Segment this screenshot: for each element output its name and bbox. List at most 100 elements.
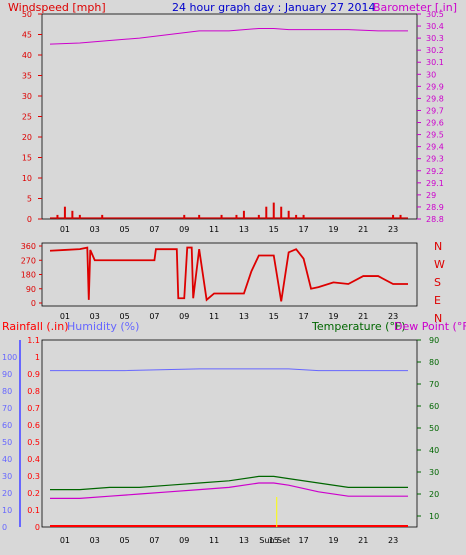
rain-axis-label: Rainfall (.in) — [2, 320, 69, 333]
direction-tick-label: 0 — [31, 299, 36, 308]
dewpoint-line — [50, 482, 408, 499]
hour-tick-label: 03 — [90, 536, 100, 545]
compass-n-top: N — [434, 240, 442, 253]
baro-tick-label: 29.8 — [426, 94, 444, 103]
temp-tick-label: 60 — [429, 402, 439, 411]
hour-tick-label: 13 — [239, 225, 249, 234]
rain-tick-label: 0.1 — [27, 506, 40, 515]
humidity-tick-label: 90 — [2, 370, 12, 379]
rain-tick-label: 0.3 — [27, 472, 40, 481]
humidity-tick-label: 80 — [2, 387, 12, 396]
dew-axis-label: Dew Point (°F) — [394, 320, 466, 333]
baro-tick-label: 30.1 — [426, 58, 444, 67]
hour-tick-label: 21 — [358, 225, 368, 234]
hour-tick-label: 03 — [90, 225, 100, 234]
hour-tick-label: 01 — [60, 225, 70, 234]
humidity-axis-label: Humidity (%) — [67, 320, 139, 333]
compass-s: S — [434, 276, 441, 289]
baro-tick-label: 30.4 — [426, 22, 444, 31]
wind-tick-label: 25 — [22, 113, 32, 122]
panel-bottom-frame — [41, 339, 418, 528]
direction-line — [49, 246, 408, 302]
baro-tick-label: 29.4 — [426, 143, 444, 152]
hour-tick-label: 11 — [209, 536, 219, 545]
hour-tick-label: 19 — [328, 312, 338, 321]
hour-tick-label: 07 — [149, 536, 159, 545]
temp-tick-label: 40 — [429, 446, 439, 455]
hour-tick-label: 17 — [298, 312, 308, 321]
hour-tick-label: 15 — [269, 536, 279, 545]
baro-tick-label: 29.2 — [426, 167, 444, 176]
hour-tick-label: 05 — [119, 225, 129, 234]
hour-tick-label: 17 — [298, 225, 308, 234]
humidity-tick-label: 60 — [2, 421, 12, 430]
humidity-line — [50, 368, 408, 372]
temp-tick-label: 20 — [429, 490, 439, 499]
wind-tick-label: 30 — [22, 92, 32, 101]
temp-axis-label: Temperature (°F) — [311, 320, 406, 333]
baro-line — [49, 27, 408, 45]
hour-tick-label: 19 — [328, 536, 338, 545]
direction-tick-label: 180 — [21, 271, 36, 280]
rain-tick-label: 0.9 — [27, 370, 40, 379]
humidity-tick-label: 50 — [2, 438, 12, 447]
baro-tick-label: 29 — [426, 191, 436, 200]
rain-tick-label: 1.1 — [27, 336, 40, 345]
baro-tick-label: 29.1 — [426, 179, 444, 188]
hour-tick-label: 07 — [149, 225, 159, 234]
baro-tick-label: 29.5 — [426, 131, 444, 140]
hour-tick-label: 15 — [269, 225, 279, 234]
humidity-tick-label: 70 — [2, 404, 12, 413]
humidity-tick-label: 100 — [2, 353, 17, 362]
hour-tick-label: 09 — [179, 225, 189, 234]
humidity-tick-label: 20 — [2, 489, 12, 498]
wind-tick-label: 15 — [22, 154, 32, 163]
compass-n-bottom: N — [434, 312, 442, 325]
hour-tick-label: 23 — [388, 536, 398, 545]
wind-tick-label: 20 — [22, 133, 32, 142]
hour-tick-label: 11 — [209, 225, 219, 234]
temperature-line — [50, 475, 408, 491]
panel-direction-frame — [41, 242, 418, 307]
hour-tick-label: 19 — [328, 225, 338, 234]
temp-tick-label: 30 — [429, 468, 439, 477]
baro-tick-label: 30.5 — [426, 10, 444, 19]
wind-tick-label: 35 — [22, 72, 32, 81]
compass-e: E — [434, 294, 441, 307]
wind-tick-label: 40 — [22, 51, 32, 60]
rain-tick-label: 0.7 — [27, 404, 40, 413]
hour-tick-label: 03 — [90, 312, 100, 321]
rain-tick-label: 0.8 — [27, 387, 40, 396]
wind-tick-label: 10 — [22, 174, 32, 183]
baro-tick-label: 29.3 — [426, 155, 444, 164]
direction-tick-label: 270 — [21, 256, 36, 265]
temp-tick-label: 50 — [429, 424, 439, 433]
hour-tick-label: 23 — [388, 312, 398, 321]
baro-tick-label: 30.3 — [426, 34, 444, 43]
hour-tick-label: 11 — [209, 312, 219, 321]
hour-tick-label: 21 — [358, 536, 368, 545]
hour-tick-label: 23 — [388, 225, 398, 234]
direction-tick-label: 90 — [26, 285, 36, 294]
rain-tick-label: 0 — [35, 523, 40, 532]
rain-tick-label: 0.5 — [27, 438, 40, 447]
hour-tick-label: 13 — [239, 312, 249, 321]
baro-tick-label: 29.7 — [426, 106, 444, 115]
wind-tick-label: 0 — [27, 215, 32, 224]
hour-tick-label: 09 — [179, 312, 189, 321]
temp-tick-label: 90 — [429, 336, 439, 345]
humidity-tick-label: 10 — [2, 506, 12, 515]
hour-tick-label: 17 — [298, 536, 308, 545]
humidity-tick-label: 0 — [2, 523, 7, 532]
humidity-tick-label: 40 — [2, 455, 12, 464]
wind-axis-label: Windspeed [mph] — [8, 1, 106, 14]
hour-tick-label: 01 — [60, 312, 70, 321]
hour-tick-label: 13 — [239, 536, 249, 545]
hour-tick-label: 15 — [269, 312, 279, 321]
temp-tick-label: 10 — [429, 512, 439, 521]
compass-w: W — [434, 258, 445, 271]
wind-tick-label: 50 — [22, 10, 32, 19]
baro-axis-label: Barometer [.in] — [373, 1, 457, 14]
temp-tick-label: 70 — [429, 380, 439, 389]
